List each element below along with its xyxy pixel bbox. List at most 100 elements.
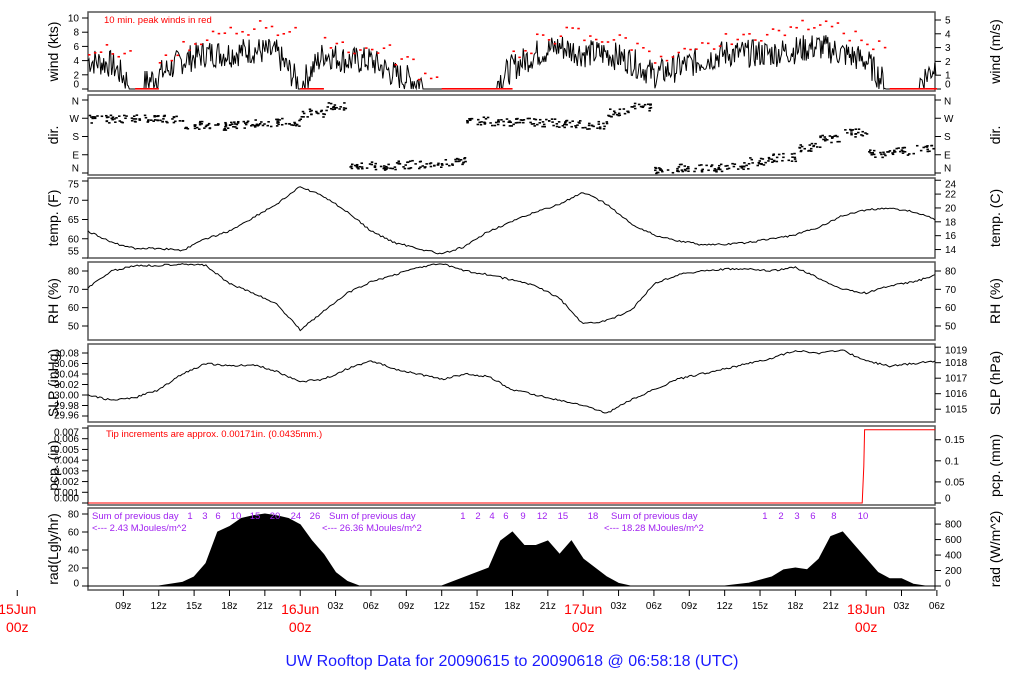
wind-peak-mark [589,35,592,37]
ytick-right-label-wind: 5 [945,15,951,26]
wind-direction-point [361,167,364,170]
wind-direction-point [224,124,228,127]
ytick-label-slp: 30.04 [54,370,79,381]
wind-direction-point [633,107,637,110]
wind-direction-point [96,115,99,117]
rad-cumulative-label: 12 [537,511,548,522]
wind-direction-point [242,120,246,123]
ytick-label-pcp: 0.001 [54,488,79,499]
wind-direction-point [224,129,228,131]
wind-direction-point [770,158,774,161]
wind-direction-point [626,110,630,113]
wind-peak-mark [253,28,256,30]
wind-direction-point [186,127,190,130]
wind-peak-mark [429,77,433,80]
xtick-label: 06z [646,601,662,612]
wind-peak-mark [724,33,728,35]
wind-direction-point [571,120,574,122]
wind-direction-point [406,161,409,164]
wind-direction-point [284,122,288,125]
wind-direction-point [872,153,876,156]
wind-peak-mark [648,50,651,53]
wind-direction-point [772,160,776,163]
wind-direction-point [171,118,174,120]
wind-peak-mark [223,32,227,34]
wind-direction-point [463,157,466,160]
wind-peak-mark [771,28,775,30]
wind-direction-point [564,121,567,123]
wind-peak-mark [842,32,846,35]
wind-direction-point [648,107,652,110]
wind-direction-point [254,124,257,127]
wind-direction-point [459,158,463,161]
wind-peak-mark [642,47,645,49]
wind-peak-mark [683,47,686,50]
rad-note-title: Sum of previous day [329,511,416,522]
wind-direction-point [356,166,359,169]
ylabel-slp: SLP (inHg) [45,349,61,417]
wind-direction-point [646,103,650,106]
wind-direction-point [325,109,328,112]
xtick-label: 03z [610,601,626,612]
xtick-label: 21z [823,601,839,612]
wind-direction-point [394,168,397,171]
wind-direction-point [528,117,531,120]
wind-direction-point [246,120,250,123]
wind-direction-point [731,162,734,165]
wind-direction-point [299,118,303,121]
wind-direction-point [671,171,675,174]
wind-direction-point [111,116,115,118]
wind-direction-point [317,112,320,115]
wind-direction-point [373,165,377,167]
rad-note-sum: <--- 26.36 MJoules/m^2 [322,523,422,534]
wind-direction-point [88,114,92,117]
wind-peak-mark [701,42,704,44]
rad-cumulative-label: 9 [520,511,525,522]
rad-cumulative-label: 10 [858,511,869,522]
wind-direction-point [761,158,765,160]
wind-direction-point [105,114,108,117]
wind-direction-point [705,164,708,167]
wind-direction-point [301,110,305,113]
wind-direction-point [152,120,155,123]
wind-peak-mark [135,88,142,90]
wind-direction-point [100,115,104,118]
wind-direction-point [816,146,819,148]
wind-peak-mark [418,78,421,81]
panel-frame-wind [87,11,936,92]
wind-direction-point [906,154,910,156]
wind-peak-mark [895,88,902,90]
wind-direction-point [477,118,480,121]
wind-direction-point [602,122,605,125]
ylabel-wind: wind (kts) [45,22,61,83]
ytick-label-slp: 30.06 [54,359,79,370]
wind-peak-mark [500,88,507,90]
wind-peak-mark [435,76,439,78]
wind-peak-mark [412,58,415,61]
wind-direction-point [895,147,898,150]
xtick-label: 18z [221,601,237,612]
wind-direction-point [922,146,925,149]
wind-direction-point [602,128,606,130]
wind-direction-point [411,159,414,162]
wind-direction-point [93,116,97,118]
wind-direction-point [288,122,291,125]
wind-direction-point [676,167,679,170]
wind-direction-point [793,152,796,155]
xtick-label: 12z [717,601,733,612]
wind-direction-point [315,112,319,114]
rad-cumulative-label: 6 [810,511,815,522]
wind-peak-mark [571,27,574,29]
wind-direction-point [861,134,865,137]
wind-peak-mark [925,88,932,90]
wind-direction-point [455,157,459,160]
wind-peak-mark [382,47,386,50]
wind-direction-point [308,108,312,111]
wind-direction-point [836,140,839,143]
wind-direction-point [538,122,541,124]
wind-peak-mark [494,88,501,90]
wind-peak-mark [235,32,238,35]
wind-direction-point [758,162,761,165]
panel-frame-dir [87,94,936,176]
wind-direction-point [276,118,280,121]
